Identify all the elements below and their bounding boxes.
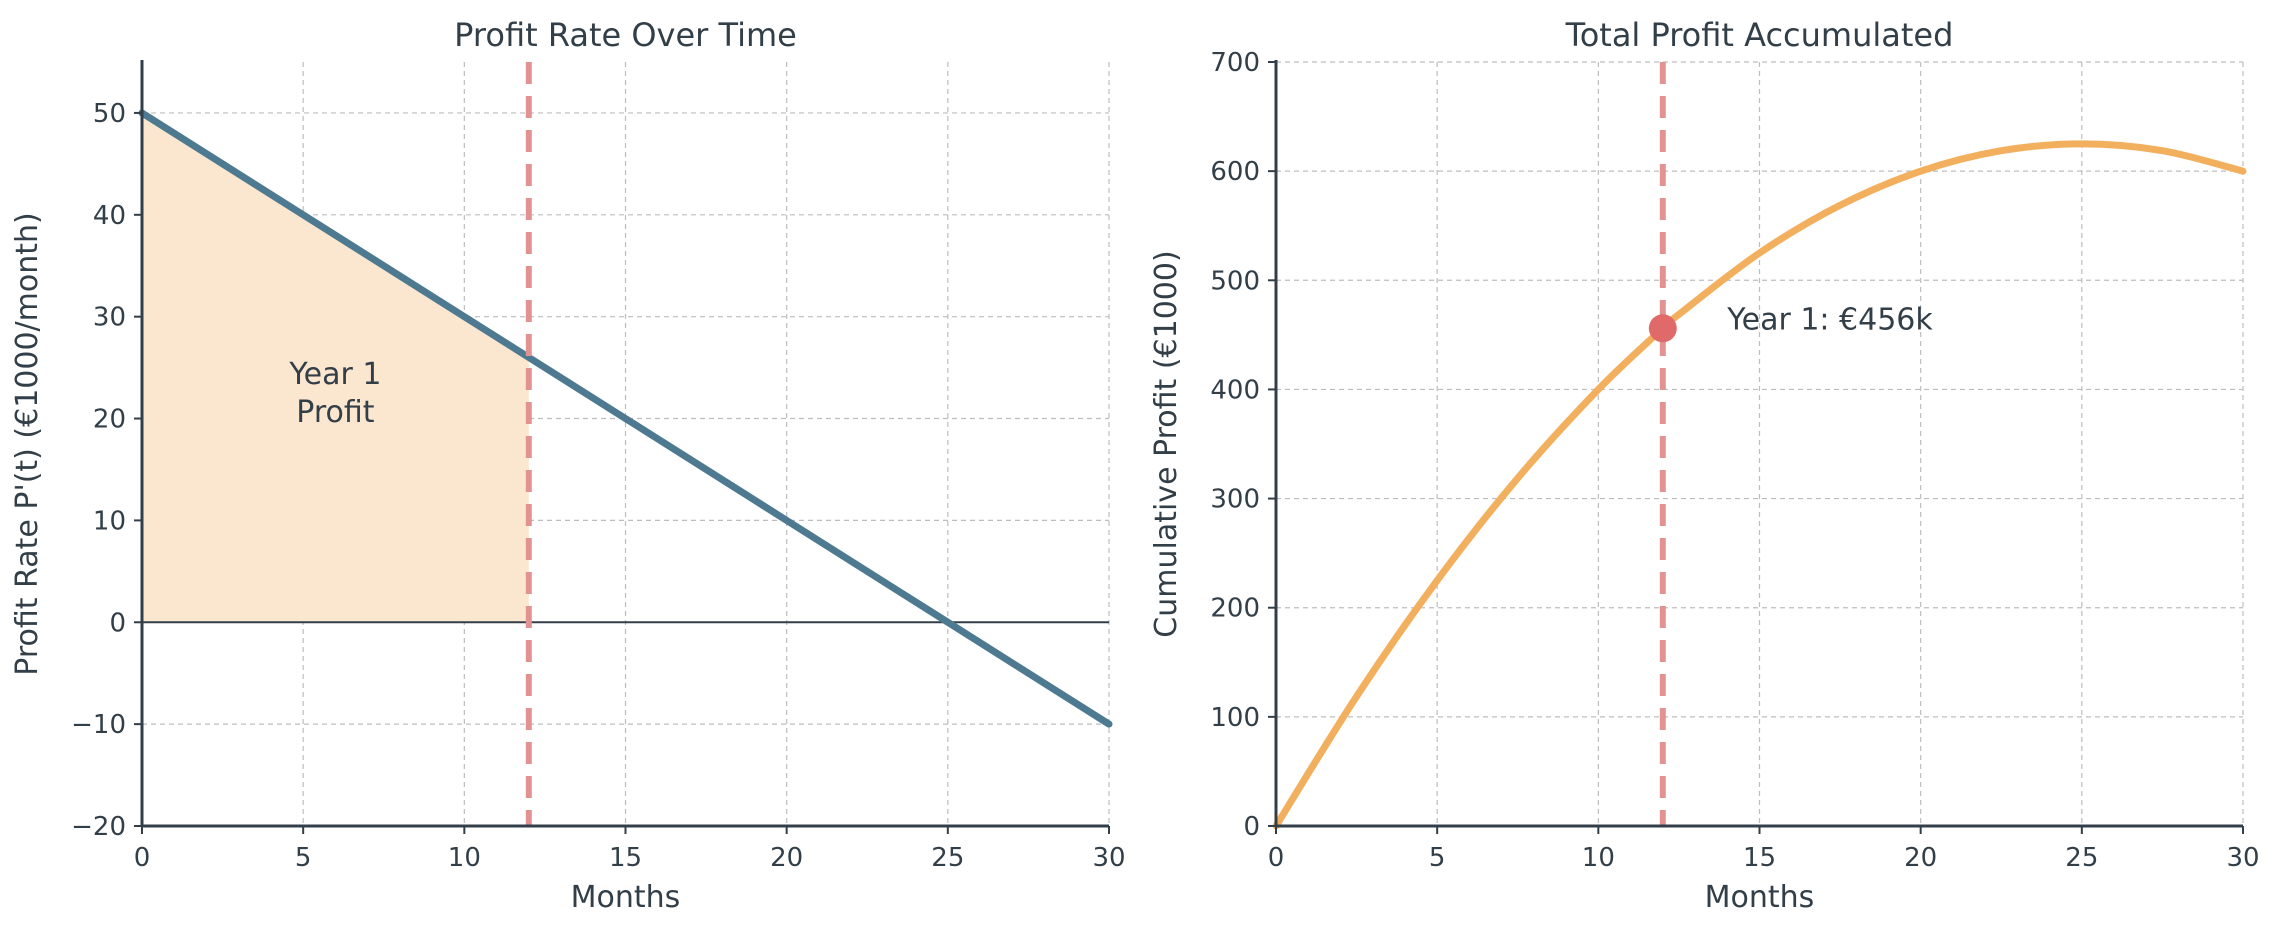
x-tick-label: 30 — [1092, 843, 1125, 873]
y-tick-label: −20 — [71, 812, 126, 842]
series-line-0 — [138, 109, 1113, 728]
x-tick-label: 30 — [2226, 843, 2259, 873]
cumulative-profit-chart: 0 5 10 15 20 25 300100200300400500600700Total … — [1149, 16, 2260, 915]
x-tick-label: 10 — [448, 843, 481, 873]
y-tick-label: 200 — [1210, 594, 1260, 624]
x-tick-label: 20 — [1904, 843, 1937, 873]
area-annotation-line: Year 1 — [288, 357, 381, 392]
x-tick-label: 15 — [1743, 843, 1776, 873]
y-tick-label: 30 — [93, 303, 126, 333]
x-axis-label: Months — [1705, 880, 1815, 915]
y-tick-label: 10 — [93, 506, 126, 536]
x-axis-label: Months — [571, 880, 681, 915]
y-tick-label: 40 — [93, 201, 126, 231]
y-tick-label: 0 — [109, 608, 126, 638]
area-annotation-line: Profit — [296, 395, 374, 430]
y-tick-label: 100 — [1210, 703, 1260, 733]
x-tick-label: 0 — [134, 843, 151, 873]
y-tick-label: 400 — [1210, 375, 1260, 405]
profit-rate-chart: 0 5 10 15 20 25 30 −20 −10 0 10 20 30 40 50 Profit Rate… — [10, 16, 1126, 915]
x-tick-label: 0 — [1268, 843, 1285, 873]
series-line-0 — [1272, 140, 2247, 830]
x-tick-label: 5 — [1429, 843, 1446, 873]
y-tick-label: 20 — [93, 405, 126, 435]
y-tick-label: 500 — [1210, 266, 1260, 296]
x-tick-label: 25 — [2065, 843, 2098, 873]
chart-title: Profit Rate Over Time — [454, 16, 797, 54]
y-tick-label: 50 — [93, 99, 126, 129]
y-tick-label: 600 — [1210, 157, 1260, 187]
y-axis-label: Cumulative Profit (€1000) — [1149, 250, 1184, 637]
x-tick-label: 25 — [931, 843, 964, 873]
x-tick-label: 10 — [1582, 843, 1615, 873]
year1-value-annotation: Year 1: €456k — [1726, 302, 1933, 337]
x-tick-label: 20 — [770, 843, 803, 873]
x-tick-label: 15 — [609, 843, 642, 873]
shaded-year1-area — [142, 112, 529, 623]
x-tick-label: 5 — [295, 843, 312, 873]
chart-title: Total Profit Accumulated — [1565, 16, 1954, 54]
y-tick-label: 0 — [1243, 812, 1260, 842]
year1-marker-point — [1648, 314, 1677, 343]
y-tick-label: 700 — [1210, 48, 1260, 78]
y-tick-label: −10 — [71, 710, 126, 740]
y-tick-label: 300 — [1210, 485, 1260, 515]
y-axis-label: Profit Rate P'(t) (€1000/month) — [10, 212, 45, 675]
